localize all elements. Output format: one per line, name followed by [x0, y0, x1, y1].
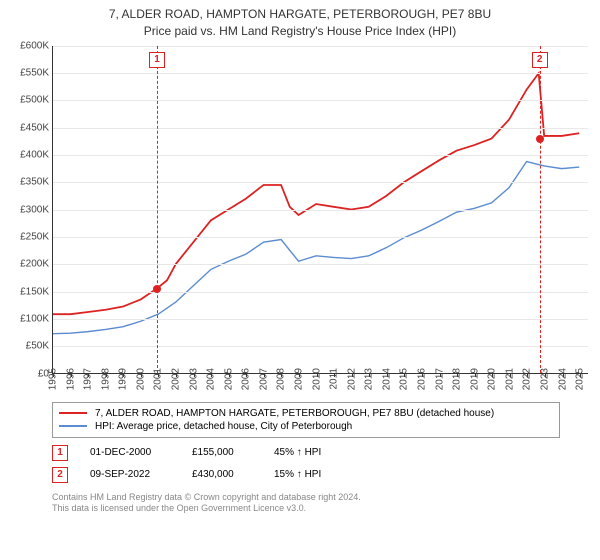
event-date: 09-SEP-2022	[90, 469, 170, 480]
x-tick-label: 2013	[364, 368, 375, 390]
event-row: 1 01-DEC-2000 £155,000 45% ↑ HPI	[52, 442, 560, 464]
x-tick-label: 2003	[188, 368, 199, 390]
plot-area: £0£50K£100K£150K£200K£250K£300K£350K£400…	[52, 46, 588, 374]
x-tick-label: 1999	[118, 368, 129, 390]
title-block: 7, ALDER ROAD, HAMPTON HARGATE, PETERBOR…	[0, 0, 600, 40]
x-tick-label: 1997	[83, 368, 94, 390]
legend-swatch	[59, 412, 87, 414]
x-tick-label: 2024	[557, 368, 568, 390]
x-tick-label: 2002	[171, 368, 182, 390]
y-tick-label: £100K	[5, 313, 49, 324]
event-marker-box: 1	[149, 52, 165, 68]
event-price: £155,000	[192, 447, 252, 458]
y-tick-label: £400K	[5, 149, 49, 160]
attribution-line-1: Contains HM Land Registry data © Crown c…	[52, 492, 560, 504]
y-gridline	[53, 264, 588, 265]
x-tick-label: 2020	[487, 368, 498, 390]
x-tick-label: 2010	[311, 368, 322, 390]
event-vline	[157, 46, 158, 373]
y-gridline	[53, 210, 588, 211]
y-tick-label: £250K	[5, 231, 49, 242]
y-tick-label: £500K	[5, 95, 49, 106]
x-tick-label: 2022	[522, 368, 533, 390]
event-rownum: 2	[52, 467, 68, 483]
y-gridline	[53, 237, 588, 238]
x-tick-label: 2021	[504, 368, 515, 390]
y-tick-label: £450K	[5, 122, 49, 133]
attribution-line-2: This data is licensed under the Open Gov…	[52, 503, 560, 515]
x-tick-label: 2019	[469, 368, 480, 390]
event-vline	[540, 46, 541, 373]
y-tick-label: £350K	[5, 177, 49, 188]
y-tick-label: £200K	[5, 259, 49, 270]
x-tick-label: 2007	[258, 368, 269, 390]
y-gridline	[53, 292, 588, 293]
arrow-up-icon: ↑	[297, 469, 302, 480]
event-rownum: 1	[52, 445, 68, 461]
x-tick-label: 2014	[381, 368, 392, 390]
legend-box: 7, ALDER ROAD, HAMPTON HARGATE, PETERBOR…	[52, 402, 560, 438]
x-tick-label: 1998	[100, 368, 111, 390]
x-tick-label: 1996	[65, 368, 76, 390]
y-gridline	[53, 346, 588, 347]
event-point-dot	[536, 135, 544, 143]
x-tick-label: 2008	[276, 368, 287, 390]
event-point-dot	[153, 285, 161, 293]
arrow-up-icon: ↑	[297, 447, 302, 458]
y-tick-label: £0	[5, 368, 49, 379]
event-delta: 45% ↑ HPI	[274, 447, 321, 458]
x-tick-label: 2006	[241, 368, 252, 390]
y-gridline	[53, 155, 588, 156]
legend-row: 7, ALDER ROAD, HAMPTON HARGATE, PETERBOR…	[59, 407, 553, 420]
x-tick-label: 2005	[223, 368, 234, 390]
y-gridline	[53, 182, 588, 183]
chart-container: 7, ALDER ROAD, HAMPTON HARGATE, PETERBOR…	[0, 0, 600, 560]
title-line-2: Price paid vs. HM Land Registry's House …	[0, 23, 600, 40]
event-date: 01-DEC-2000	[90, 447, 170, 458]
x-tick-label: 2016	[417, 368, 428, 390]
x-tick-label: 2023	[540, 368, 551, 390]
legend-label: HPI: Average price, detached house, City…	[95, 421, 352, 432]
event-row: 2 09-SEP-2022 £430,000 15% ↑ HPI	[52, 464, 560, 486]
x-tick-label: 2025	[575, 368, 586, 390]
x-tick-label: 1995	[48, 368, 59, 390]
y-gridline	[53, 100, 588, 101]
series-hpi	[53, 161, 579, 333]
x-tick-label: 2018	[452, 368, 463, 390]
y-gridline	[53, 319, 588, 320]
title-line-1: 7, ALDER ROAD, HAMPTON HARGATE, PETERBOR…	[0, 6, 600, 23]
x-tick-label: 2000	[135, 368, 146, 390]
legend-swatch	[59, 425, 87, 427]
x-tick-label: 2011	[329, 368, 340, 390]
event-delta: 15% ↑ HPI	[274, 469, 321, 480]
y-tick-label: £600K	[5, 40, 49, 51]
x-tick-label: 2012	[346, 368, 357, 390]
x-tick-label: 2001	[153, 368, 164, 390]
y-tick-label: £550K	[5, 67, 49, 78]
x-tick-label: 2004	[206, 368, 217, 390]
events-table: 1 01-DEC-2000 £155,000 45% ↑ HPI 2 09-SEP-202…	[52, 442, 560, 486]
legend-row: HPI: Average price, detached house, City…	[59, 420, 553, 433]
event-marker-box: 2	[532, 52, 548, 68]
y-tick-label: £150K	[5, 286, 49, 297]
series-subject	[53, 73, 579, 314]
y-tick-label: £50K	[5, 341, 49, 352]
y-gridline	[53, 128, 588, 129]
legend-label: 7, ALDER ROAD, HAMPTON HARGATE, PETERBOR…	[95, 408, 494, 419]
y-gridline	[53, 73, 588, 74]
attribution: Contains HM Land Registry data © Crown c…	[52, 492, 560, 515]
event-price: £430,000	[192, 469, 252, 480]
y-gridline	[53, 46, 588, 47]
chart-wrap: £0£50K£100K£150K£200K£250K£300K£350K£400…	[52, 46, 588, 396]
y-tick-label: £300K	[5, 204, 49, 215]
x-tick-label: 2009	[294, 368, 305, 390]
x-tick-label: 2015	[399, 368, 410, 390]
x-tick-label: 2017	[434, 368, 445, 390]
